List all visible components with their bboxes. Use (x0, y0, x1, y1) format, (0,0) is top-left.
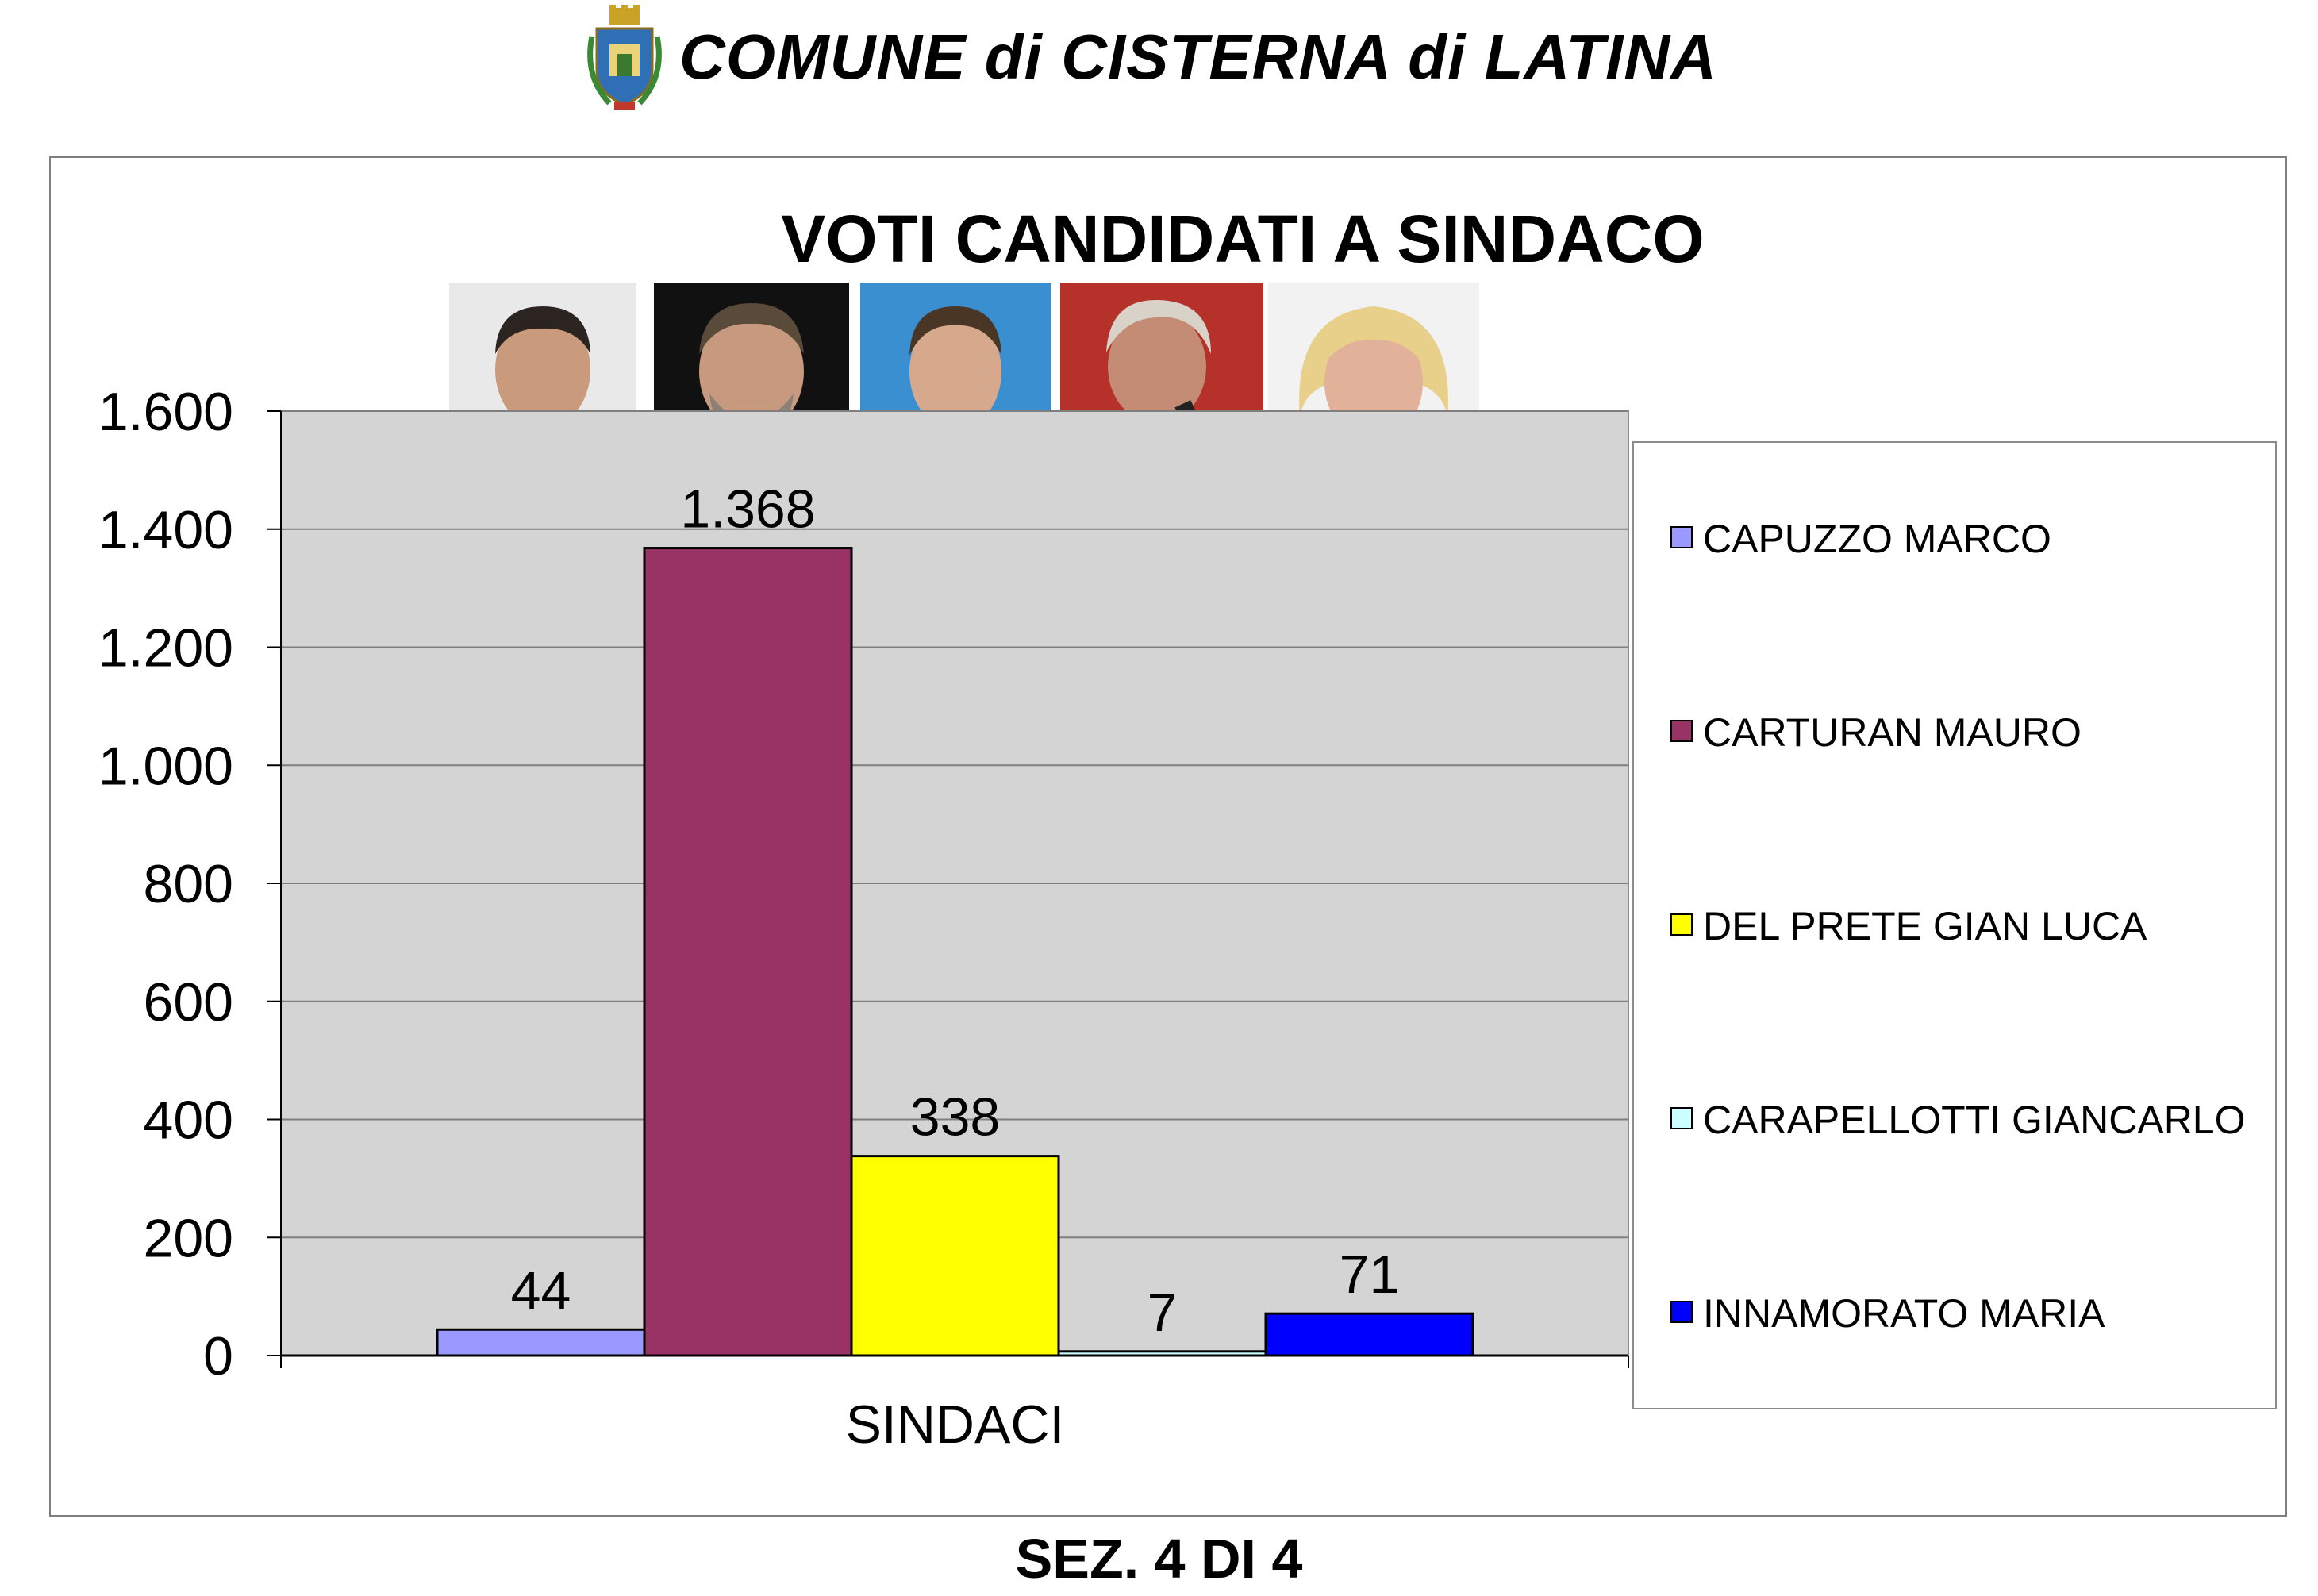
y-tick-label: 600 (144, 972, 233, 1033)
data-label: 1.368 (680, 479, 815, 540)
bar-carapellotti-giancarlo (1057, 1350, 1267, 1357)
legend-entry: DEL PRETE GIAN LUCA (1703, 904, 2147, 948)
y-tick-label: 1.000 (98, 736, 233, 796)
municipal-crest-icon (587, 5, 662, 110)
data-label: 71 (1340, 1244, 1400, 1305)
legend-entry: CARTURAN MAURO (1703, 710, 2082, 755)
y-tick-label: 1.600 (98, 382, 233, 442)
y-tick-label: 400 (144, 1090, 233, 1151)
y-tick-label: 0 (203, 1326, 233, 1386)
chart-title: VOTI CANDIDATI A SINDACO (781, 202, 1705, 276)
data-label: 7 (1147, 1283, 1178, 1343)
section-label: SEZ. 4 DI 4 (1015, 1528, 1303, 1590)
data-label: 44 (511, 1260, 571, 1321)
legend-swatch (1670, 1107, 1693, 1129)
legend-swatch (1670, 526, 1693, 548)
municipality-title: COMUNE di CISTERNA di LATINA (679, 21, 1717, 92)
y-tick-label: 800 (144, 854, 233, 914)
y-tick-label: 200 (144, 1208, 233, 1268)
legend-swatch (1670, 1301, 1693, 1323)
legend-entry: CAPUZZO MARCO (1703, 517, 2051, 561)
legend (1632, 441, 2277, 1409)
legend-swatch (1670, 913, 1693, 936)
data-label: 338 (910, 1087, 1000, 1148)
bar-capuzzo-marco (436, 1328, 646, 1357)
legend-entry: CARAPELLOTTI GIANCARLO (1703, 1098, 2246, 1142)
bar-del-prete-gian-luca (850, 1155, 1060, 1357)
x-category-label: SINDACI (846, 1394, 1065, 1455)
y-tick-label: 1.400 (98, 500, 233, 560)
page-header: COMUNE di CISTERNA di LATINA (0, 0, 2318, 119)
y-tick-label: 1.200 (98, 618, 233, 679)
legend-swatch (1670, 720, 1693, 742)
bar-innamorato-maria (1264, 1312, 1474, 1357)
bar-carturan-mauro (643, 547, 853, 1357)
legend-entry: INNAMORATO MARIA (1703, 1291, 2105, 1336)
